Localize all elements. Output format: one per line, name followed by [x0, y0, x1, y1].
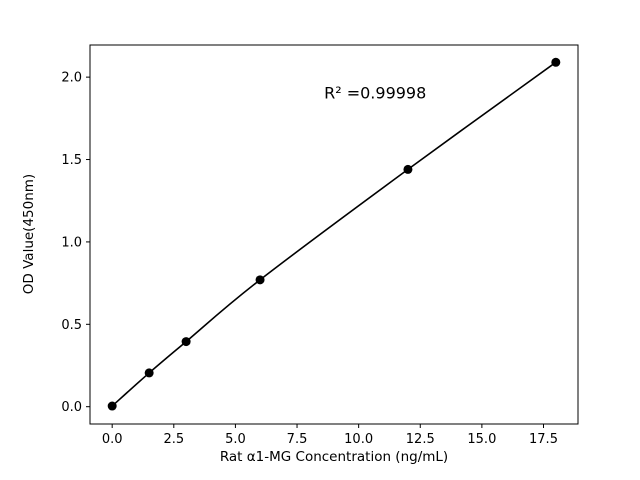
- data-point-marker: [107, 401, 117, 411]
- x-axis-label: Rat α1-MG Concentration (ng/mL): [220, 449, 448, 465]
- x-tick-label: 15.0: [467, 432, 496, 447]
- y-axis-label: OD Value(450nm): [21, 174, 37, 294]
- standard-curve-line: [111, 61, 557, 407]
- y-tick-label: 0.0: [61, 400, 82, 415]
- y-tick-label: 2.0: [61, 71, 82, 86]
- x-tick-label: 17.5: [529, 432, 558, 447]
- data-point-marker: [144, 368, 154, 378]
- x-tick-label: 2.5: [163, 432, 184, 447]
- plot-area: 0.0 2.5 5.0 7.5 10.0 12.5 15.0 17.5 0.0 0.5 1.0 1.5…: [61, 44, 579, 447]
- x-tick-label: 12.5: [406, 432, 435, 447]
- x-tick-label: 10.0: [344, 432, 373, 447]
- data-point-marker: [181, 337, 191, 347]
- x-tick-label: 0.0: [102, 432, 123, 447]
- x-tick-label: 5.0: [225, 432, 246, 447]
- x-tick-label: 7.5: [287, 432, 308, 447]
- y-tick-label: 1.0: [61, 235, 82, 250]
- axes-box: [89, 44, 579, 425]
- y-tick-label: 1.5: [61, 153, 82, 168]
- data-point-marker: [403, 164, 413, 174]
- y-tick-label: 0.5: [61, 318, 82, 333]
- data-point-marker: [551, 57, 561, 67]
- data-point-marker: [255, 275, 265, 285]
- r-squared-annotation: R² =0.99998: [324, 84, 426, 103]
